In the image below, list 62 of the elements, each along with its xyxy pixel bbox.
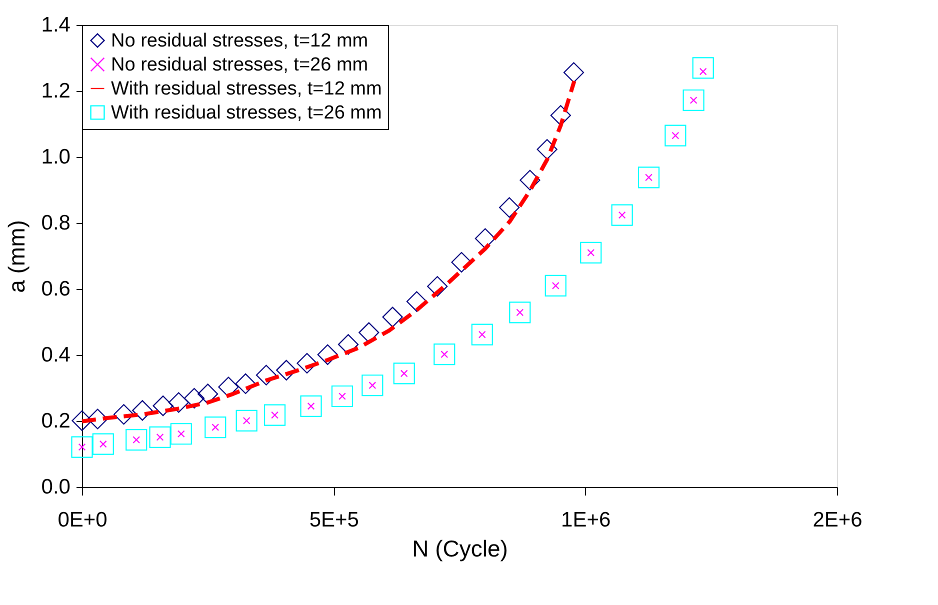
point bbox=[664, 124, 686, 146]
y-tick-label: 0.0 bbox=[41, 476, 70, 498]
point bbox=[550, 105, 571, 126]
point bbox=[300, 395, 322, 417]
x-tick-label: 2E+6 bbox=[812, 508, 862, 532]
legend-label: With residual stresses, t=12 mm bbox=[111, 78, 382, 100]
point bbox=[113, 404, 134, 425]
point bbox=[580, 242, 602, 264]
point bbox=[235, 373, 256, 394]
point bbox=[204, 416, 226, 438]
point bbox=[264, 404, 286, 426]
point bbox=[168, 392, 189, 413]
point bbox=[331, 385, 354, 408]
point bbox=[236, 410, 258, 432]
x-axis-title: N (Cycle) bbox=[412, 536, 508, 562]
point bbox=[317, 344, 338, 365]
point bbox=[184, 388, 205, 409]
point bbox=[72, 410, 92, 431]
point bbox=[682, 89, 704, 112]
point bbox=[87, 408, 108, 430]
y-tick-label: 1.0 bbox=[41, 146, 70, 168]
point bbox=[362, 374, 384, 396]
point bbox=[393, 362, 415, 384]
x-tick-label: 0E+0 bbox=[58, 508, 108, 532]
point bbox=[296, 352, 318, 374]
point bbox=[382, 306, 403, 328]
y-tick-label: 0.4 bbox=[41, 344, 71, 366]
legend-label: With residual stresses, t=26 mm bbox=[111, 102, 382, 124]
y-tick-label: 0.8 bbox=[41, 212, 70, 234]
point bbox=[132, 400, 153, 421]
point bbox=[170, 423, 192, 445]
point bbox=[152, 396, 174, 416]
point bbox=[427, 276, 448, 297]
point bbox=[544, 274, 566, 296]
point bbox=[126, 429, 148, 451]
point bbox=[499, 197, 520, 218]
point bbox=[611, 204, 633, 226]
y-tick-label: 0.2 bbox=[41, 410, 70, 432]
x-tick-label: 5E+5 bbox=[309, 508, 359, 532]
point bbox=[536, 139, 558, 160]
point bbox=[638, 166, 660, 188]
y-axis-title: a (mm) bbox=[3, 220, 30, 293]
legend-label: No residual stresses, t=26 mm bbox=[111, 54, 368, 76]
point bbox=[471, 324, 493, 346]
y-tick-label: 1.2 bbox=[41, 80, 70, 102]
x-tick-label: 1E+6 bbox=[561, 508, 611, 532]
point bbox=[520, 170, 540, 190]
point bbox=[692, 57, 714, 79]
point bbox=[198, 384, 218, 404]
point bbox=[256, 364, 277, 386]
legend-label: No residual stresses, t=12 mm bbox=[111, 30, 368, 52]
point bbox=[563, 62, 584, 83]
y-tick-label: 0.6 bbox=[41, 278, 70, 300]
point bbox=[474, 228, 496, 249]
point bbox=[509, 302, 531, 324]
point bbox=[276, 360, 297, 380]
y-tick-label: 1.4 bbox=[41, 14, 71, 36]
point bbox=[434, 344, 456, 366]
point bbox=[149, 426, 171, 448]
point bbox=[92, 433, 114, 455]
point bbox=[338, 334, 359, 355]
point bbox=[71, 436, 93, 458]
